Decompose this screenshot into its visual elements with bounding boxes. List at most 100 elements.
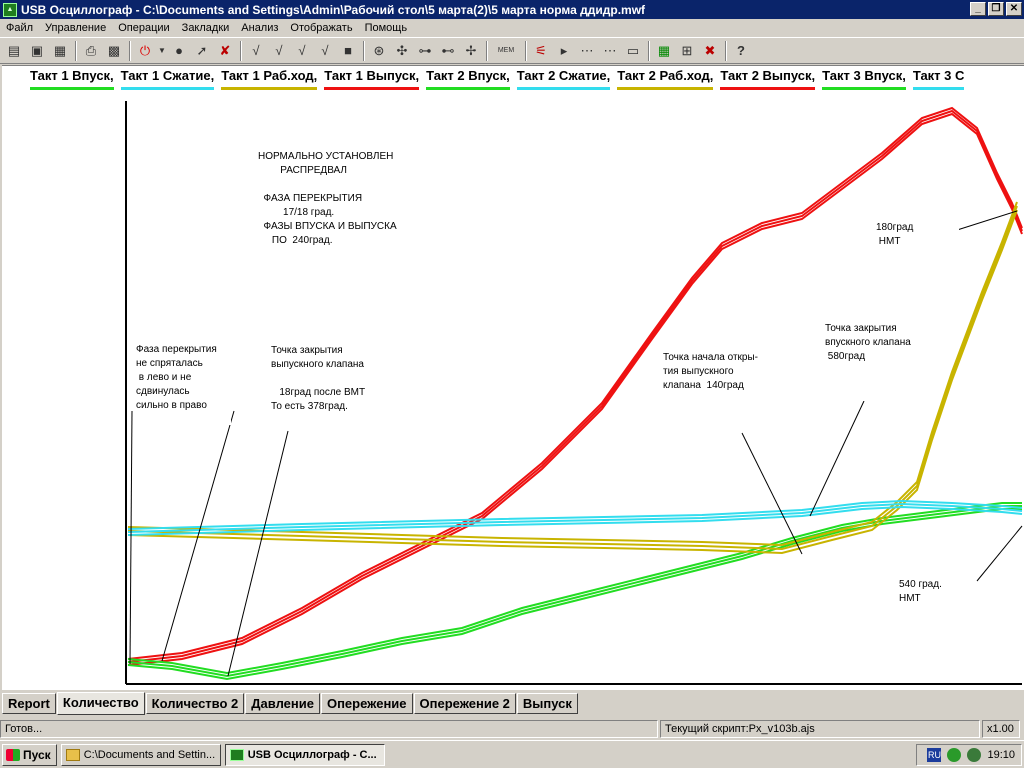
note-exhaust-open: Точка начала откры- тия выпускного клапа…	[660, 350, 768, 430]
menu-display[interactable]: Отображать	[290, 22, 353, 34]
toolbar-separator	[648, 40, 650, 61]
oscillogram-area[interactable]: Такт 1 Впуск, Такт 1 Сжатие, Такт 1 Раб.…	[2, 65, 1024, 690]
power-trace	[127, 201, 1018, 547]
probe5-icon[interactable]: ✢	[465, 42, 477, 58]
record-icon[interactable]: ●	[175, 43, 183, 58]
view-icon[interactable]: ▭	[626, 42, 640, 58]
minimize-button[interactable]: _	[970, 2, 986, 16]
taskbar: Пуск C:\Documents and Settin... USB Осци…	[0, 740, 1024, 768]
cross-icon[interactable]: ⊞	[681, 42, 693, 58]
start-button[interactable]: Пуск	[2, 743, 57, 766]
annotation-arrow	[809, 400, 865, 517]
note-bdc-540: 540 град. НМТ	[896, 577, 968, 634]
annotation-arrow	[976, 525, 1023, 582]
legend-item: Такт 1 Впуск,	[30, 68, 114, 90]
taskbar-explorer-label: C:\Documents and Settin...	[83, 748, 216, 761]
menu-bar: Файл Управление Операции Закладки Анализ…	[0, 19, 1024, 38]
legend-item: Такт 3 Впуск,	[822, 68, 906, 90]
trigger-icon[interactable]: ⚟	[535, 42, 547, 58]
menu-file[interactable]: Файл	[6, 22, 34, 34]
play-icon[interactable]: ➚	[196, 42, 208, 58]
compression-trace	[127, 499, 1023, 530]
tray-icon[interactable]	[967, 748, 982, 762]
tab-advance[interactable]: Опережение	[320, 693, 413, 714]
app-icon: ▲	[3, 2, 17, 17]
menu-analysis[interactable]: Анализ	[241, 22, 279, 34]
note-intake-close: Точка закрытия впускного клапана 580град	[822, 321, 940, 401]
toolbar-separator	[525, 40, 527, 61]
help-icon[interactable]: ?	[737, 43, 745, 58]
toolbar-separator	[486, 40, 488, 61]
status-script: Текущий скрипт:Px_v103b.ajs	[660, 720, 980, 738]
check-plus-icon[interactable]: √	[321, 43, 329, 58]
toolbar-separator	[75, 40, 77, 61]
folder-icon	[65, 748, 80, 761]
taskbar-oscilloscope[interactable]: USB Осциллограф - C...	[224, 743, 385, 766]
trigger2-icon[interactable]: ▸	[560, 42, 568, 58]
window-title: USB Осциллограф - C:\Documents and Setti…	[21, 2, 646, 17]
menu-operations[interactable]: Операции	[118, 22, 170, 34]
toolbar: ▤ ▣ ▦ ⎙ ▩ ⏻ ▼ ● ➚ ✘ √ √ √ √ ■ ⊛ ✣ ⊶ ⊷ ✢ …	[0, 38, 1024, 64]
save-icon[interactable]: ▣	[30, 42, 44, 58]
probe-icon[interactable]: ⊛	[373, 42, 385, 58]
tab-pressure[interactable]: Давление	[245, 693, 320, 714]
note-exhaust-close: Точка закрытия выпускного клапана 18град…	[268, 343, 380, 430]
tab-advance-2[interactable]: Опережение 2	[413, 693, 516, 714]
grid-icon[interactable]: ▦	[657, 42, 671, 58]
compression-trace	[127, 505, 1023, 536]
legend-item: Такт 2 Выпуск,	[720, 68, 816, 90]
menu-bookmarks[interactable]: Закладки	[181, 22, 230, 34]
windows-flag-icon	[6, 748, 20, 761]
toolbar-separator	[725, 40, 727, 61]
language-indicator[interactable]: RU	[927, 748, 942, 762]
tab-quantity-2[interactable]: Количество 2	[145, 693, 245, 714]
menu-control[interactable]: Управление	[45, 22, 107, 34]
restore-button[interactable]: ❐	[988, 2, 1004, 16]
trigger3-icon[interactable]: ⋯	[580, 42, 594, 58]
check-double-icon[interactable]: √	[275, 43, 283, 58]
taskbar-explorer[interactable]: C:\Documents and Settin...	[60, 743, 221, 766]
check-triple-icon[interactable]: √	[298, 43, 306, 58]
intake-trace	[127, 505, 1022, 678]
traces	[127, 106, 1023, 681]
open-icon[interactable]: ▤	[7, 42, 21, 58]
save-as-icon[interactable]: ▦	[53, 42, 67, 58]
taskbar-oscilloscope-label: USB Осциллограф - C...	[247, 748, 377, 761]
power-icon[interactable]: ⏻	[139, 42, 151, 58]
toolbar-separator	[129, 40, 131, 61]
clock: 19:10	[987, 749, 1015, 761]
tab-exhaust[interactable]: Выпуск	[516, 693, 578, 714]
square-icon[interactable]: ■	[344, 43, 352, 58]
power-trace	[127, 205, 1018, 551]
check-icon[interactable]: √	[252, 43, 260, 58]
title-bar: ▲ USB Осциллограф - C:\Documents and Set…	[0, 0, 1024, 19]
annotation-arrow	[741, 432, 803, 555]
legend-item: Такт 1 Выпуск,	[324, 68, 420, 90]
close-button[interactable]: ✕	[1006, 2, 1022, 16]
trigger4-icon[interactable]: ⋯	[603, 42, 617, 58]
menu-help[interactable]: Помощь	[364, 22, 408, 34]
toolbar-separator	[240, 40, 242, 61]
preview-icon[interactable]: ▩	[107, 42, 121, 58]
exhaust-trace	[127, 106, 1023, 660]
note-normal-setting: НОРМАЛЬНО УСТАНОВЛЕН РАСПРЕДВАЛ ФАЗА ПЕР…	[254, 149, 416, 247]
mem-icon[interactable]: MEM	[497, 47, 515, 54]
dropdown-icon[interactable]: ▼	[158, 46, 166, 55]
probe3-icon[interactable]: ⊶	[418, 42, 432, 58]
cross2-icon[interactable]: ✖	[704, 42, 716, 58]
probe2-icon[interactable]: ✣	[396, 42, 408, 58]
stop-icon[interactable]: ✘	[219, 42, 231, 58]
intake-trace	[127, 502, 1022, 675]
probe4-icon[interactable]: ⊷	[441, 42, 455, 58]
tab-report[interactable]: Report	[2, 693, 56, 714]
power-trace	[127, 209, 1018, 555]
legend-item: Такт 2 Сжатие,	[516, 68, 611, 90]
tab-quantity[interactable]: Количество	[56, 692, 145, 715]
legend-item: Такт 1 Раб.ход,	[221, 68, 318, 90]
print-icon[interactable]: ⎙	[85, 42, 97, 58]
tab-strip: Report Количество Количество 2 Давление …	[2, 692, 579, 715]
note-bdc-180: 180град НМТ	[873, 220, 959, 262]
legend-item: Такт 2 Раб.ход,	[617, 68, 714, 90]
tray-icon[interactable]	[947, 748, 962, 762]
annotation-arrow	[227, 430, 289, 677]
